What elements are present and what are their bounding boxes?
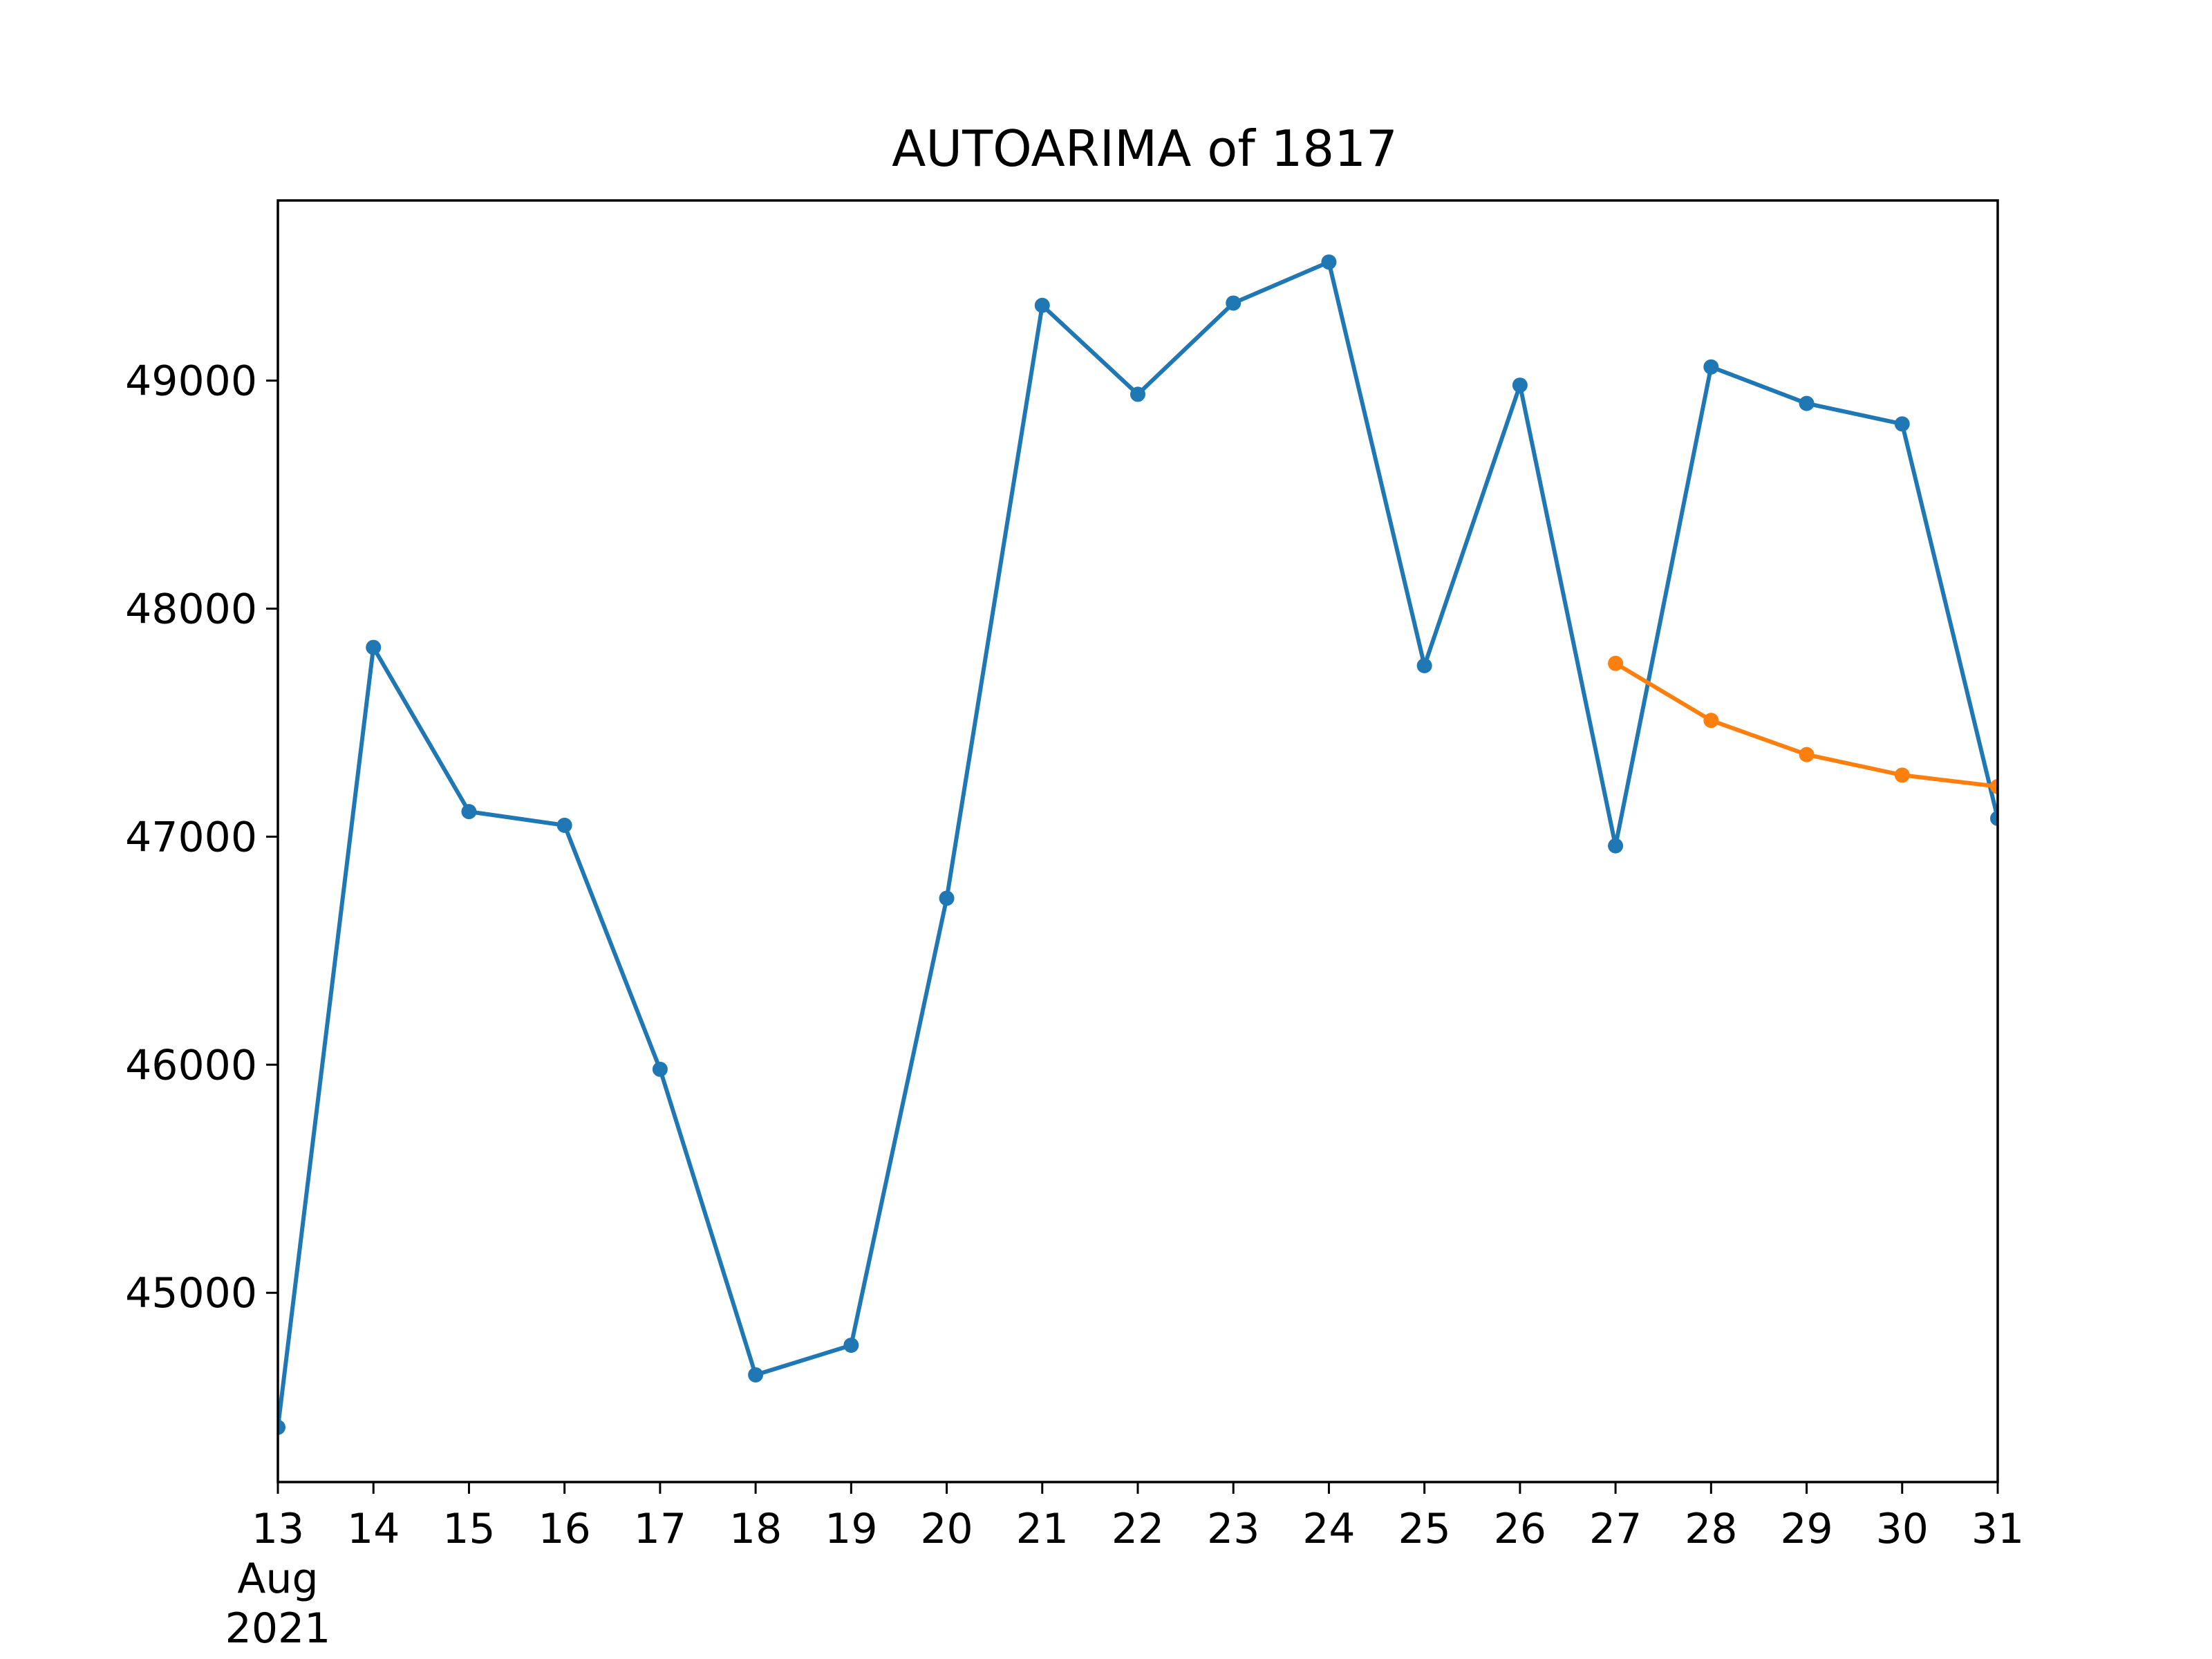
series-0-point-16: [1799, 395, 1815, 411]
x-tick-label-15: 15: [442, 1505, 495, 1553]
x-tick-label-21: 21: [1016, 1505, 1069, 1553]
x-tick-label-16: 16: [538, 1505, 590, 1553]
x-tick-label-22: 22: [1112, 1505, 1164, 1553]
x-tick-sublabel-2021: 2021: [225, 1604, 331, 1653]
y-tick-label-45000: 45000: [125, 1269, 257, 1318]
x-tick-label-18: 18: [729, 1505, 782, 1553]
series-0-point-12: [1416, 657, 1432, 673]
series-0-point-0: [278, 1419, 285, 1435]
y-tick-label-47000: 47000: [125, 813, 257, 861]
series-0-point-5: [748, 1367, 764, 1382]
x-tick-label-20: 20: [920, 1505, 973, 1553]
x-tick-label-26: 26: [1494, 1505, 1546, 1553]
series-line-1: [1614, 662, 1998, 789]
series-0-point-18: [1990, 811, 1998, 827]
x-tick-label-17: 17: [634, 1505, 686, 1553]
y-tick-label-49000: 49000: [125, 357, 257, 406]
series-1-point-1: [1703, 713, 1719, 729]
series-0-point-14: [1608, 838, 1624, 854]
y-tick-label-48000: 48000: [125, 585, 257, 634]
series-line-0: [278, 260, 1998, 1428]
series-1-point-4: [1990, 778, 1998, 794]
series-0-point-15: [1703, 359, 1719, 375]
series-0-point-3: [556, 817, 572, 833]
series-0-point-17: [1894, 416, 1910, 432]
series-0-point-7: [939, 890, 955, 906]
x-tick-label-30: 30: [1876, 1505, 1929, 1553]
x-tick-label-25: 25: [1398, 1505, 1450, 1553]
series-group: [278, 254, 1998, 1435]
x-tick-label-29: 29: [1780, 1505, 1833, 1553]
series-0-point-13: [1512, 377, 1528, 393]
series-0-point-4: [652, 1061, 668, 1077]
plot-area: [278, 254, 1998, 1435]
series-0-point-8: [1034, 297, 1050, 313]
series-1-point-3: [1894, 767, 1910, 783]
series-0-point-2: [461, 804, 477, 820]
x-tick-label-19: 19: [825, 1505, 877, 1553]
x-tick-label-14: 14: [347, 1505, 400, 1553]
series-0-point-11: [1321, 254, 1337, 270]
x-tick-label-28: 28: [1685, 1505, 1737, 1553]
x-tick-label-24: 24: [1302, 1505, 1355, 1553]
series-1-point-0: [1608, 655, 1624, 671]
series-1-point-2: [1799, 747, 1815, 762]
x-tick-label-31: 31: [1971, 1505, 2024, 1553]
x-tick-label-23: 23: [1207, 1505, 1259, 1553]
x-tick-sublabel-aug: Aug: [237, 1555, 318, 1603]
x-tick-label-13: 13: [252, 1505, 304, 1553]
series-0-point-6: [843, 1338, 859, 1353]
chart-title: AUTOARIMA of 1817: [892, 120, 1398, 178]
series-0-point-1: [366, 639, 382, 655]
x-tick-label-27: 27: [1589, 1505, 1642, 1553]
series-0-point-10: [1226, 295, 1241, 311]
y-tick-label-46000: 46000: [125, 1041, 257, 1089]
series-0-point-9: [1130, 386, 1145, 402]
